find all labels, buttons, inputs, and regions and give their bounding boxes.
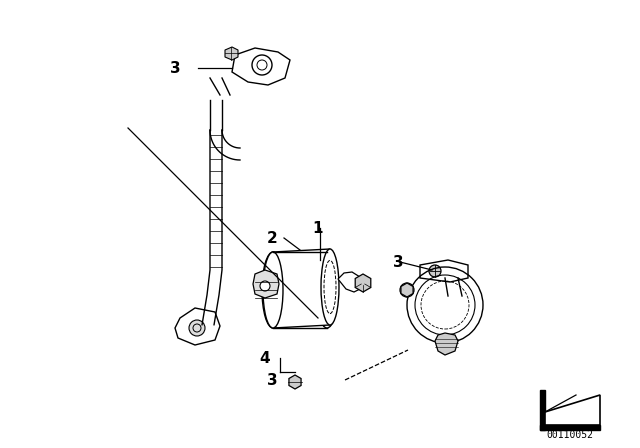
Polygon shape bbox=[175, 308, 220, 345]
Ellipse shape bbox=[316, 252, 338, 328]
Circle shape bbox=[429, 265, 441, 277]
Text: 1: 1 bbox=[313, 220, 323, 236]
Polygon shape bbox=[545, 395, 600, 425]
Bar bbox=[540, 425, 600, 430]
Polygon shape bbox=[253, 270, 279, 298]
Polygon shape bbox=[273, 249, 330, 328]
Ellipse shape bbox=[321, 249, 339, 325]
Polygon shape bbox=[401, 283, 413, 297]
Polygon shape bbox=[232, 48, 290, 85]
Text: 3: 3 bbox=[170, 60, 180, 76]
Text: 2: 2 bbox=[267, 231, 277, 246]
Circle shape bbox=[400, 283, 414, 297]
Ellipse shape bbox=[262, 252, 284, 328]
Polygon shape bbox=[338, 272, 360, 292]
Ellipse shape bbox=[263, 252, 283, 328]
Text: 3: 3 bbox=[267, 372, 277, 388]
Polygon shape bbox=[289, 375, 301, 389]
Circle shape bbox=[260, 281, 270, 291]
Text: 00110052: 00110052 bbox=[547, 430, 593, 440]
Circle shape bbox=[189, 320, 205, 336]
Text: 4: 4 bbox=[260, 350, 270, 366]
Polygon shape bbox=[355, 274, 371, 292]
Polygon shape bbox=[225, 47, 238, 60]
Bar bbox=[540, 390, 545, 430]
Polygon shape bbox=[435, 333, 458, 355]
Text: 3: 3 bbox=[393, 254, 403, 270]
Polygon shape bbox=[420, 260, 468, 282]
